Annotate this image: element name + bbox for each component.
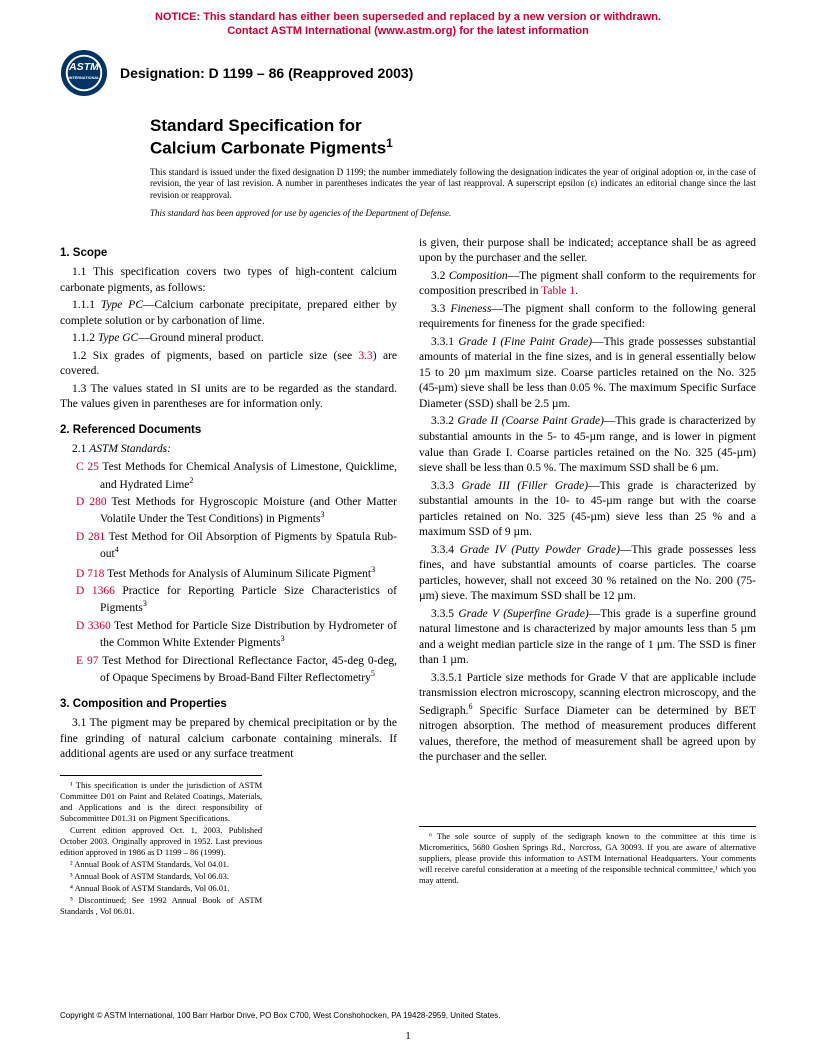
para-3-3-4: 3.3.4 Grade IV (Putty Powder Grade)—This… xyxy=(419,543,756,605)
para-1-1-2: 1.1.2 Type GC—Ground mineral product. xyxy=(60,331,397,347)
footnote: ⁶ The sole source of supply of the sedig… xyxy=(419,831,756,886)
header-row: ASTM INTERNATIONAL Designation: D 1199 –… xyxy=(0,43,816,97)
dod-note: This standard has been approved for use … xyxy=(150,208,756,218)
ref-code[interactable]: D 281 xyxy=(76,531,105,543)
ref-item: C 25 Test Methods for Chemical Analysis … xyxy=(60,460,397,493)
notice-line2: Contact ASTM International (www.astm.org… xyxy=(227,25,589,37)
ref-code[interactable]: D 280 xyxy=(76,496,107,508)
designation: Designation: D 1199 – 86 (Reapproved 200… xyxy=(120,65,413,81)
ref-item: D 280 Test Methods for Hygroscopic Moist… xyxy=(60,495,397,528)
para-3-3-2: 3.3.2 Grade II (Coarse Paint Grade)—This… xyxy=(419,414,756,476)
para-3-2: 3.2 Composition—The pigment shall confor… xyxy=(419,269,756,300)
ref-item: D 281 Test Method for Oil Absorption of … xyxy=(60,530,397,563)
title-line1: Standard Specification for xyxy=(150,116,362,135)
ref-item: E 97 Test Method for Directional Reflect… xyxy=(60,654,397,687)
xref-3-3[interactable]: 3.3 xyxy=(358,350,372,362)
para-1-1: 1.1 This specification covers two types … xyxy=(60,265,397,296)
para-3-1-cont: is given, their purpose shall be indicat… xyxy=(419,236,756,267)
ref-item: D 3360 Test Method for Particle Size Dis… xyxy=(60,619,397,652)
para-1-1-1: 1.1.1 Type PC—Calcium carbonate precipit… xyxy=(60,298,397,329)
svg-text:INTERNATIONAL: INTERNATIONAL xyxy=(69,75,101,79)
para-3-1: 3.1 The pigment may be prepared by chemi… xyxy=(60,716,397,763)
section-2-head: 2. Referenced Documents xyxy=(60,423,397,439)
footnote: ³ Annual Book of ASTM Standards, Vol 06.… xyxy=(60,871,262,882)
ref-item: D 718 Test Methods for Analysis of Alumi… xyxy=(60,565,397,582)
section-1-head: 1. Scope xyxy=(60,246,397,262)
section-3-head: 3. Composition and Properties xyxy=(60,697,397,713)
para-3-3-5-1: 3.3.5.1 Particle size methods for Grade … xyxy=(419,671,756,766)
ref-item: D 1366 Practice for Reporting Particle S… xyxy=(60,584,397,617)
footnotes-right: ⁶ The sole source of supply of the sedig… xyxy=(419,826,756,886)
ref-code[interactable]: D 3360 xyxy=(76,620,111,632)
title-line2: Calcium Carbonate Pigments xyxy=(150,139,386,158)
footnote: ² Annual Book of ASTM Standards, Vol 04.… xyxy=(60,859,262,870)
footnotes-left: ¹ This specification is under the jurisd… xyxy=(60,775,262,918)
para-2-1: 2.1 ASTM Standards: xyxy=(60,442,397,458)
notice-line1: NOTICE: This standard has either been su… xyxy=(155,11,661,23)
ref-code[interactable]: C 25 xyxy=(76,461,99,473)
para-1-3: 1.3 The values stated in SI units are to… xyxy=(60,382,397,413)
footnote: Current edition approved Oct. 1, 2003. P… xyxy=(60,825,262,858)
ref-code[interactable]: D 718 xyxy=(76,567,104,579)
para-3-3-3: 3.3.3 Grade III (Filler Grade)—This grad… xyxy=(419,479,756,541)
notice-banner: NOTICE: This standard has either been su… xyxy=(0,0,816,43)
right-column: is given, their purpose shall be indicat… xyxy=(419,236,756,918)
astm-logo: ASTM INTERNATIONAL xyxy=(60,49,108,97)
footnote: ⁵ Discontinued; See 1992 Annual Book of … xyxy=(60,895,262,917)
page-number: 1 xyxy=(0,1030,816,1042)
ref-code[interactable]: D 1366 xyxy=(76,585,115,597)
para-3-3-5: 3.3.5 Grade V (Superfine Grade)—This gra… xyxy=(419,607,756,669)
document-title: Standard Specification for Calcium Carbo… xyxy=(150,115,816,159)
xref-table-1[interactable]: Table 1 xyxy=(541,285,575,297)
ref-code[interactable]: E 97 xyxy=(76,655,99,667)
svg-text:ASTM: ASTM xyxy=(68,61,99,73)
body-columns: 1. Scope 1.1 This specification covers t… xyxy=(0,218,816,918)
footnote: ¹ This specification is under the jurisd… xyxy=(60,780,262,824)
ref-list: C 25 Test Methods for Chemical Analysis … xyxy=(60,460,397,687)
para-3-3-1: 3.3.1 Grade I (Fine Paint Grade)—This gr… xyxy=(419,335,756,413)
left-column: 1. Scope 1.1 This specification covers t… xyxy=(60,236,397,918)
issuance-note: This standard is issued under the fixed … xyxy=(150,167,756,202)
footnote: ⁴ Annual Book of ASTM Standards, Vol 06.… xyxy=(60,883,262,894)
para-1-2: 1.2 Six grades of pigments, based on par… xyxy=(60,349,397,380)
title-sup: 1 xyxy=(386,136,393,150)
para-3-3: 3.3 Fineness—The pigment shall conform t… xyxy=(419,302,756,333)
copyright-line: Copyright © ASTM International, 100 Barr… xyxy=(60,1011,756,1020)
